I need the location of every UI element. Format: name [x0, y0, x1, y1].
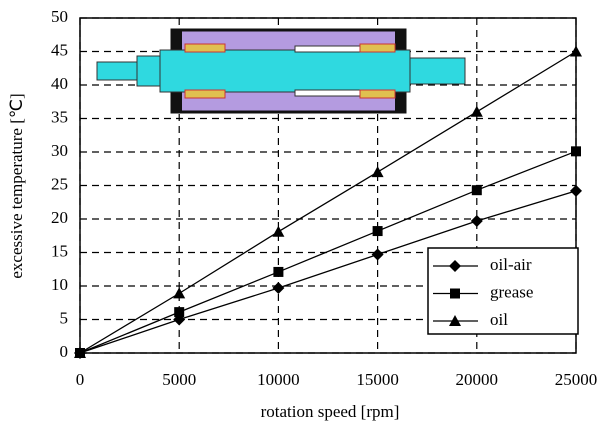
data-point — [570, 45, 582, 57]
y-tick-label: 25 — [51, 174, 68, 193]
legend-label: grease — [490, 282, 533, 301]
legend-marker — [449, 260, 461, 272]
data-point — [570, 184, 582, 197]
y-axis-label: excessive temperature [℃] — [7, 93, 26, 278]
spindle-illustration — [96, 28, 466, 114]
data-point — [74, 347, 86, 358]
y-tick-label: 10 — [51, 275, 68, 294]
y-tick-label: 50 — [51, 7, 68, 26]
y-tick-label: 30 — [51, 141, 68, 160]
y-tick-label: 0 — [60, 342, 69, 361]
legend-label: oil — [490, 310, 508, 329]
x-tick-label: 5000 — [162, 370, 196, 389]
x-tick-label: 10000 — [257, 370, 300, 389]
data-point — [174, 307, 185, 318]
y-tick-label: 20 — [51, 208, 68, 227]
data-point — [471, 185, 482, 196]
y-tick-label: 45 — [51, 40, 68, 59]
data-point — [272, 282, 285, 295]
x-tick-label: 25000 — [555, 370, 598, 389]
legend-label: oil-air — [490, 255, 532, 274]
data-point — [371, 166, 384, 178]
data-point — [470, 215, 483, 228]
y-tick-label: 5 — [60, 308, 69, 327]
series-line — [79, 150, 577, 354]
y-tick-label: 35 — [51, 107, 68, 126]
data-point — [571, 146, 581, 157]
data-point — [470, 105, 483, 117]
data-point — [272, 225, 285, 237]
x-tick-label: 20000 — [456, 370, 499, 389]
y-tick-label: 15 — [51, 241, 68, 260]
series-line — [79, 50, 577, 354]
series-line — [79, 190, 577, 354]
data-point — [371, 248, 384, 261]
x-axis-label: rotation speed [rpm] — [261, 402, 400, 421]
y-tick-label: 40 — [51, 74, 68, 93]
data-point — [372, 226, 383, 237]
x-tick-label: 0 — [76, 370, 85, 389]
legend-marker — [449, 315, 461, 326]
legend-marker — [450, 288, 460, 299]
x-tick-label: 15000 — [356, 370, 399, 389]
data-point — [273, 266, 284, 277]
data-point — [173, 287, 186, 299]
